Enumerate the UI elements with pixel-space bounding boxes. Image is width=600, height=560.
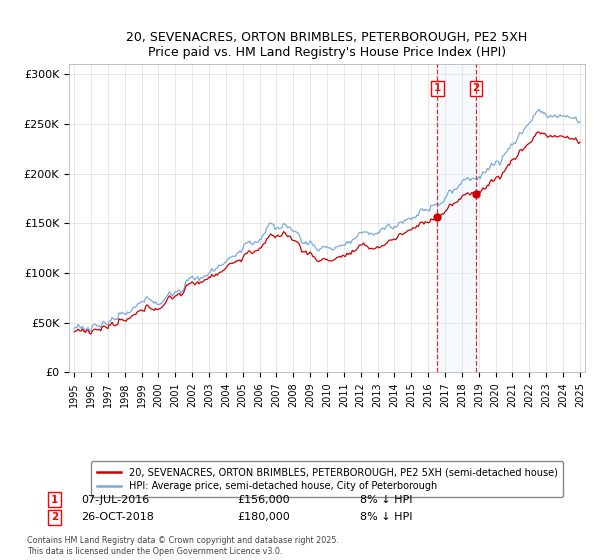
Text: £156,000: £156,000 bbox=[237, 494, 290, 505]
Text: 07-JUL-2016: 07-JUL-2016 bbox=[81, 494, 149, 505]
Text: £180,000: £180,000 bbox=[237, 512, 290, 522]
Title: 20, SEVENACRES, ORTON BRIMBLES, PETERBOROUGH, PE2 5XH
Price paid vs. HM Land Reg: 20, SEVENACRES, ORTON BRIMBLES, PETERBOR… bbox=[127, 31, 527, 59]
Text: 26-OCT-2018: 26-OCT-2018 bbox=[81, 512, 154, 522]
Text: 8% ↓ HPI: 8% ↓ HPI bbox=[360, 512, 413, 522]
Bar bbox=[437, 64, 476, 372]
Text: 2: 2 bbox=[472, 83, 479, 94]
Legend: 20, SEVENACRES, ORTON BRIMBLES, PETERBOROUGH, PE2 5XH (semi-detached house), HPI: 20, SEVENACRES, ORTON BRIMBLES, PETERBOR… bbox=[91, 461, 563, 497]
Text: 1: 1 bbox=[51, 494, 58, 505]
Text: 1: 1 bbox=[434, 83, 441, 94]
Text: 8% ↓ HPI: 8% ↓ HPI bbox=[360, 494, 413, 505]
Text: Contains HM Land Registry data © Crown copyright and database right 2025.
This d: Contains HM Land Registry data © Crown c… bbox=[27, 536, 339, 556]
Text: 2: 2 bbox=[51, 512, 58, 522]
